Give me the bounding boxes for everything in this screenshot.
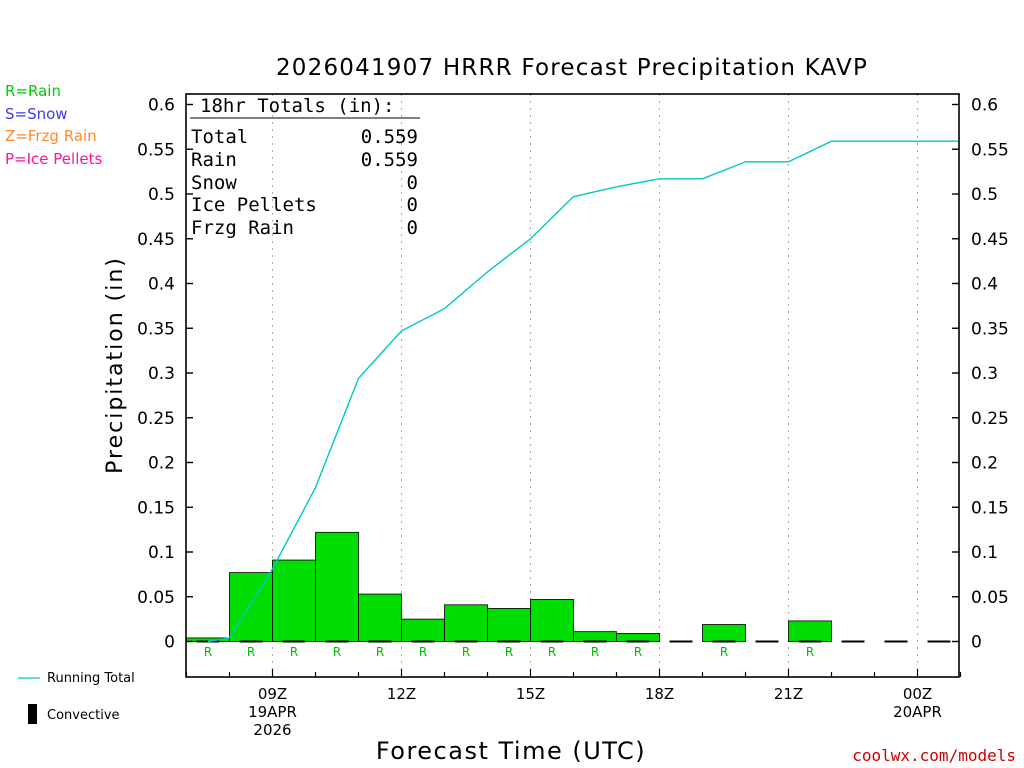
- x-tick-label: 20APR: [893, 703, 942, 721]
- precip-bar: [444, 604, 488, 642]
- totals-label-total: Total: [191, 126, 248, 148]
- y-tick-label-right: 0.45: [971, 230, 1009, 250]
- totals-value-rain: 0.559: [361, 149, 418, 171]
- y-tick-label-right: 0: [971, 633, 982, 653]
- precip-bar: [272, 559, 316, 642]
- totals-box: 18hr Totals (in): Total 0.559 Rain 0.559…: [190, 95, 420, 239]
- y-tick-label-right: 0.3: [971, 364, 998, 384]
- ptype-letter: R: [634, 645, 642, 659]
- y-tick-label-left: 0.35: [137, 319, 175, 339]
- precip-bar: [788, 620, 832, 642]
- totals-value-frzg-rain: 0: [407, 217, 418, 239]
- ptype-letter: R: [204, 645, 212, 659]
- ptype-letter: R: [591, 645, 599, 659]
- ptype-legend: R=Rain S=Snow Z=Frzg Rain P=Ice Pellets: [5, 82, 102, 168]
- y-tick-label-left: 0.6: [148, 96, 175, 116]
- convective-legend-swatch: [28, 704, 37, 724]
- totals-label-ice-pellets: Ice Pellets: [191, 194, 317, 216]
- totals-label-snow: Snow: [191, 172, 237, 194]
- ptype-legend-ice-pellets: P=Ice Pellets: [5, 150, 102, 168]
- totals-label-rain: Rain: [191, 149, 237, 171]
- ptype-letter: R: [247, 645, 255, 659]
- x-tick-label: 15Z: [516, 685, 545, 703]
- y-tick-label-right: 0.25: [971, 409, 1009, 429]
- precip-bar: [229, 572, 273, 642]
- precip-bar: [530, 599, 574, 642]
- x-tick-label: 21Z: [774, 685, 803, 703]
- y-tick-label-right: 0.2: [971, 454, 998, 474]
- credit-text: coolwx.com/models: [852, 746, 1016, 765]
- running-total-line: [207, 140, 959, 643]
- y-tick-label-left: 0.05: [137, 588, 175, 608]
- y-axis-label: Precipitation (in): [103, 256, 128, 474]
- x-tick-label: 12Z: [387, 685, 416, 703]
- y-tick-label-left: 0: [164, 633, 175, 653]
- y-tick-label-right: 0.1: [971, 543, 998, 563]
- ptype-letter: R: [376, 645, 384, 659]
- precip-bar: [487, 607, 531, 642]
- y-tick-label-left: 0.1: [148, 543, 175, 563]
- series-legend: Running Total Convective: [18, 671, 135, 724]
- ptype-letter: R: [720, 645, 728, 659]
- x-tick-label: 2026: [253, 721, 291, 739]
- precip-bar: [702, 624, 746, 642]
- ptype-legend-rain: R=Rain: [5, 82, 61, 100]
- y-tick-label-left: 0.5: [148, 185, 175, 205]
- totals-heading: 18hr Totals (in):: [200, 95, 394, 117]
- ptype-letter: R: [505, 645, 513, 659]
- y-tick-label-right: 0.6: [971, 96, 998, 116]
- ptype-letter: R: [548, 645, 556, 659]
- y-tick-label-left: 0.55: [137, 140, 175, 160]
- totals-label-frzg-rain: Frzg Rain: [191, 217, 294, 239]
- precip-bar: [315, 531, 359, 642]
- ptype-legend-snow: S=Snow: [5, 105, 68, 123]
- totals-value-ice-pellets: 0: [407, 194, 418, 216]
- line-layer: [207, 140, 959, 643]
- ptype-letter: R: [419, 645, 427, 659]
- ptype-letter: R: [462, 645, 470, 659]
- y-tick-label-right: 0.5: [971, 185, 998, 205]
- grid-layer: [272, 94, 918, 677]
- y-tick-label-left: 0.15: [137, 498, 175, 518]
- x-tick-label: 18Z: [645, 685, 674, 703]
- y-tick-label-left: 0.45: [137, 230, 175, 250]
- y-tick-label-right: 0.05: [971, 588, 1009, 608]
- y-axis: 0 00.05 0.050.1 0.10.15 0.150.2 0.20.25 0.250.…: [137, 96, 1009, 653]
- y-tick-label-right: 0.15: [971, 498, 1009, 518]
- ptype-letter: R: [806, 645, 814, 659]
- convective-legend-label: Convective: [47, 708, 120, 723]
- x-axis-label: Forecast Time (UTC): [376, 737, 646, 765]
- running-total-legend-label: Running Total: [47, 671, 135, 686]
- y-tick-label-left: 0.4: [148, 275, 175, 295]
- chart-title: 2026041907 HRRR Forecast Precipitation K…: [276, 55, 868, 81]
- ptype-legend-frzg-rain: Z=Frzg Rain: [5, 127, 97, 145]
- y-tick-label-right: 0.4: [971, 275, 998, 295]
- totals-value-total: 0.559: [361, 126, 418, 148]
- precip-bar: [616, 633, 660, 642]
- x-tick-label: 09Z: [258, 685, 287, 703]
- plot-frame: [185, 93, 960, 678]
- ptype-letter: R: [333, 645, 341, 659]
- precip-bar: [573, 631, 617, 642]
- y-tick-label-left: 0.2: [148, 454, 175, 474]
- y-tick-label-left: 0.25: [137, 409, 175, 429]
- y-tick-label-left: 0.3: [148, 364, 175, 384]
- precip-bar: [401, 618, 445, 642]
- y-tick-label-right: 0.35: [971, 319, 1009, 339]
- y-tick-label-right: 0.55: [971, 140, 1009, 160]
- precip-bar: [358, 593, 402, 642]
- totals-value-snow: 0: [407, 172, 418, 194]
- x-tick-label: 00Z: [903, 685, 932, 703]
- x-tick-label: 19APR: [248, 703, 297, 721]
- ptype-letter: R: [290, 645, 298, 659]
